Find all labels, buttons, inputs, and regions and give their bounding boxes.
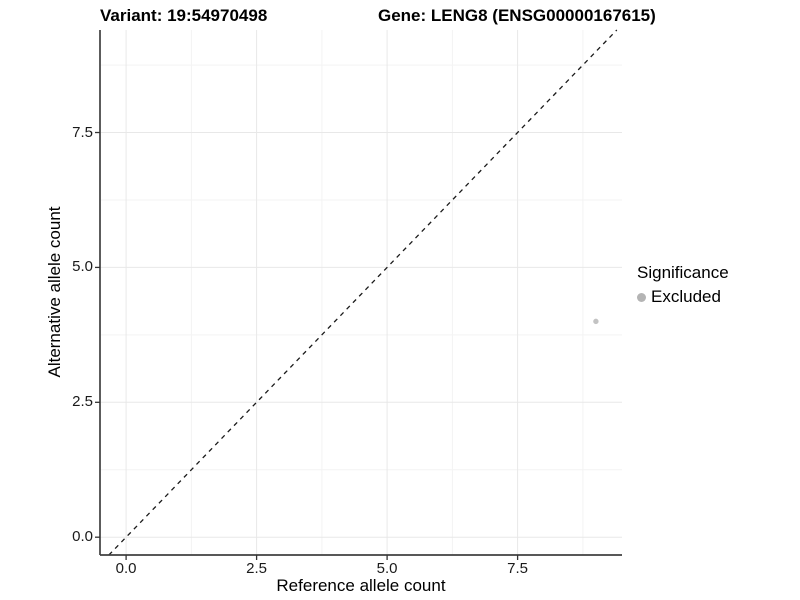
plot-title-variant: Variant: 19:54970498 xyxy=(100,6,268,25)
y-axis-label: Alternative allele count xyxy=(45,206,64,378)
x-tick-label: 5.0 xyxy=(376,560,398,577)
y-tick-label: 7.5 xyxy=(72,123,93,141)
data-points xyxy=(593,318,599,325)
y-tick-label: 0.0 xyxy=(72,528,93,546)
identity-dashed-line xyxy=(108,29,618,556)
axis-lines xyxy=(99,30,622,556)
legend-item-label: Excluded xyxy=(651,287,721,306)
legend: Significance Excluded xyxy=(637,262,729,307)
gridlines-minor xyxy=(100,30,622,555)
scatter-point xyxy=(593,318,599,325)
y-tick-label: 5.0 xyxy=(72,258,93,276)
x-tick-label: 7.5 xyxy=(507,560,529,577)
y-tick-label: 2.5 xyxy=(72,393,93,411)
axis-tick-marks xyxy=(95,131,519,560)
plot-title-gene: Gene: LENG8 (ENSG00000167615) xyxy=(378,6,656,25)
x-axis-label: Reference allele count xyxy=(276,576,446,595)
x-tick-label: 2.5 xyxy=(246,560,268,577)
gridlines-major xyxy=(100,30,622,555)
x-tick-label: 0.0 xyxy=(115,560,137,577)
excluded-point-icon xyxy=(637,292,646,302)
legend-item-excluded: Excluded xyxy=(637,287,729,307)
identity-line xyxy=(108,29,618,556)
legend-title: Significance xyxy=(637,263,729,282)
